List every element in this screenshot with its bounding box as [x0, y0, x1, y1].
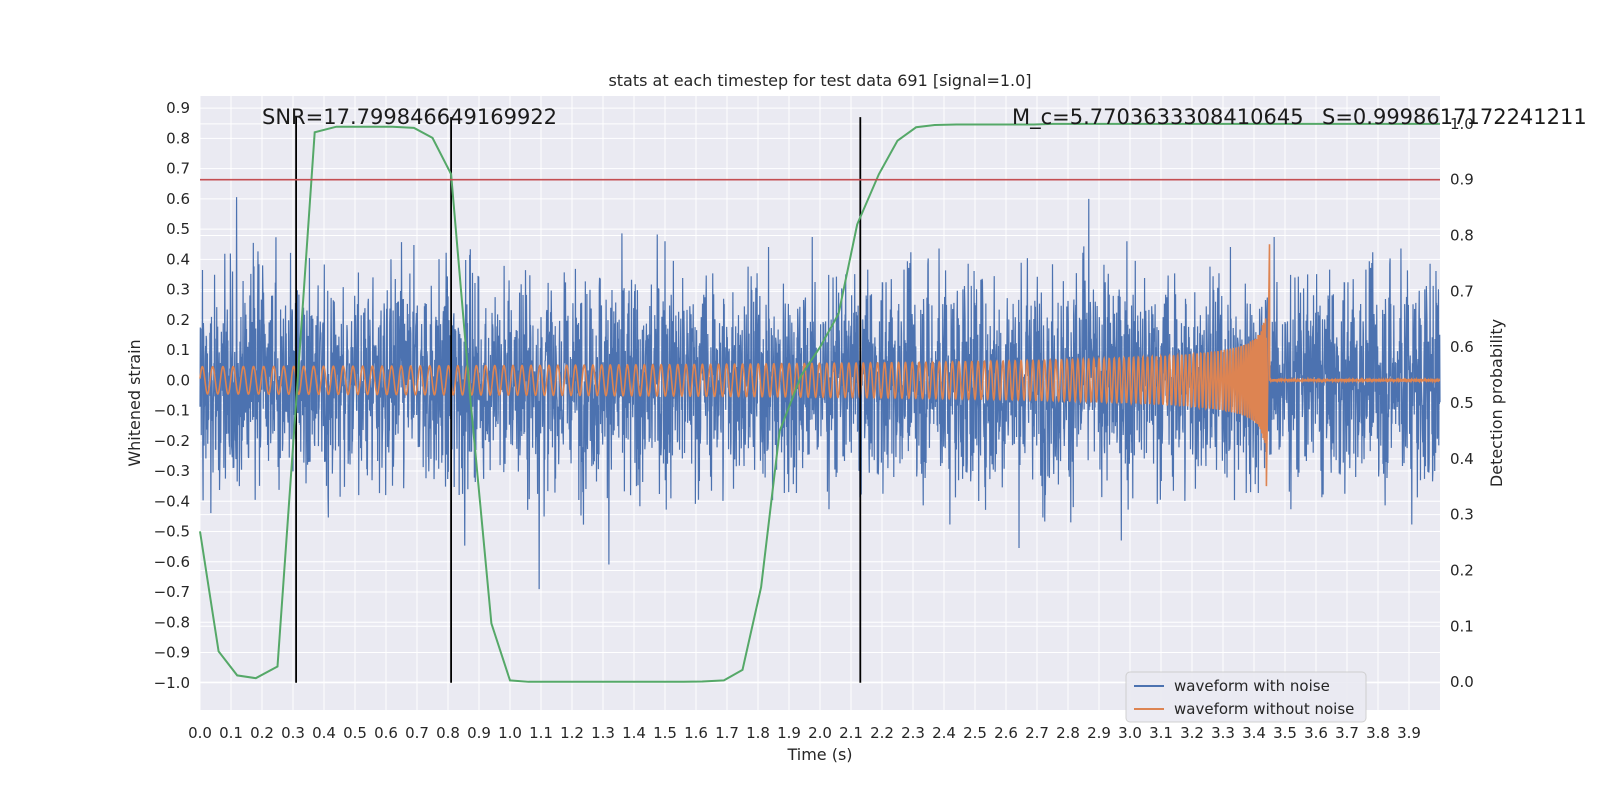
- y2-tick-label: 0.6: [1450, 338, 1474, 356]
- y-tick-label: −1.0: [154, 674, 190, 692]
- y-tick-label: −0.9: [154, 644, 190, 662]
- y2-tick-label: 0.8: [1450, 227, 1474, 245]
- detection-probability-line: [199, 122, 1440, 683]
- x-tick-label: 1.6: [684, 724, 708, 742]
- x-tick-label: 0.1: [219, 724, 243, 742]
- chirp-mass-annotation: M_c=5.7703633308410645: [1012, 105, 1304, 130]
- y-tick-label: 0.0: [166, 371, 190, 389]
- y-tick-label: 0.5: [166, 220, 190, 238]
- y2-tick-label: 0.1: [1450, 617, 1474, 635]
- y-tick-label: 0.6: [166, 190, 190, 208]
- x-tick-label: 2.7: [1025, 724, 1049, 742]
- y2-tick-label: 0.2: [1450, 561, 1474, 579]
- y-tick-label: 0.9: [166, 99, 190, 117]
- noisy-waveform-line: [199, 197, 1441, 590]
- y2-tick-label: 0.0: [1450, 673, 1474, 691]
- y2-tick-label: 0.7: [1450, 282, 1474, 300]
- x-tick-label: 3.2: [1180, 724, 1204, 742]
- x-tick-label: 0.8: [436, 724, 460, 742]
- x-tick-label: 1.0: [498, 724, 522, 742]
- x-axis-label: Time (s): [786, 745, 852, 764]
- s-annotation: S=0.9998617172241211: [1322, 105, 1587, 129]
- x-tick-label: 0.4: [312, 724, 336, 742]
- y-tick-label: −0.6: [154, 553, 190, 571]
- y2-tick-label: 0.5: [1450, 394, 1474, 412]
- y2-tick-label: 0.3: [1450, 506, 1474, 524]
- x-tick-label: 1.4: [622, 724, 646, 742]
- snr-annotation: SNR=17.799846649169922: [262, 105, 557, 129]
- series-detection-probability: [199, 122, 1440, 683]
- y-tick-label: 0.1: [166, 341, 190, 359]
- x-tick-label: 0.3: [281, 724, 305, 742]
- y2-tick-label: 0.9: [1450, 171, 1474, 189]
- y-tick-label: −0.4: [154, 492, 190, 510]
- x-tick-label: 3.8: [1366, 724, 1390, 742]
- x-tick-label: 0.5: [343, 724, 367, 742]
- y2-tick-label: 1.0: [1450, 115, 1474, 133]
- y-tick-label: 0.4: [166, 250, 190, 268]
- x-tick-label: 3.3: [1211, 724, 1235, 742]
- y2-tick-label: 0.4: [1450, 450, 1474, 468]
- x-tick-label: 2.4: [932, 724, 956, 742]
- legend: waveform with noise waveform without noi…: [1125, 671, 1367, 723]
- x-tick-label: 1.1: [529, 724, 553, 742]
- legend-label-clean: waveform without noise: [1174, 700, 1354, 718]
- x-tick-label: 2.0: [808, 724, 832, 742]
- x-tick-label: 2.3: [901, 724, 925, 742]
- x-tick-label: 1.2: [560, 724, 584, 742]
- legend-label-noise: waveform with noise: [1174, 677, 1330, 695]
- y-tick-label: 0.2: [166, 311, 190, 329]
- y-tick-label: −0.2: [154, 432, 190, 450]
- x-tick-label: 2.2: [870, 724, 894, 742]
- y-axis-label: Whitened strain: [125, 339, 144, 466]
- x-tick-label: 1.3: [591, 724, 615, 742]
- x-tick-label: 3.9: [1397, 724, 1421, 742]
- x-tick-label: 1.5: [653, 724, 677, 742]
- y-tick-labels: 0.9 0.8 0.7 0.6 0.5 0.4 0.3 0.2 0.1 0.0 −0.1 −0.2 −0…: [154, 99, 190, 692]
- clean-waveform-line: [199, 244, 1441, 487]
- y-tick-label: −0.7: [154, 583, 190, 601]
- x-tick-label: 3.7: [1335, 724, 1359, 742]
- x-tick-label: 0.9: [467, 724, 491, 742]
- x-tick-label: 2.1: [839, 724, 863, 742]
- x-tick-label: 3.6: [1304, 724, 1328, 742]
- x-tick-labels: 0.0 0.1 0.2 0.3 0.4 0.5 0.6 0.7 0.8 0.9 1.0 1.1 1.2 1…: [188, 724, 1421, 742]
- x-tick-label: 0.2: [250, 724, 274, 742]
- x-tick-label: 1.7: [715, 724, 739, 742]
- x-tick-label: 3.0: [1118, 724, 1142, 742]
- y-tick-label: −0.3: [154, 462, 190, 480]
- series-waveform-without-noise: [199, 244, 1441, 487]
- x-tick-label: 1.9: [777, 724, 801, 742]
- x-tick-label: 0.7: [405, 724, 429, 742]
- y-tick-label: −0.5: [154, 523, 190, 541]
- y-tick-label: 0.7: [166, 160, 190, 178]
- x-tick-label: 3.5: [1273, 724, 1297, 742]
- x-tick-label: 2.8: [1056, 724, 1080, 742]
- y2-tick-labels: 1.0 0.9 0.8 0.7 0.6 0.5 0.4 0.3 0.2 0.1 0.0: [1450, 115, 1474, 691]
- x-tick-label: 3.4: [1242, 724, 1266, 742]
- x-tick-label: 1.8: [746, 724, 770, 742]
- x-tick-label: 2.6: [994, 724, 1018, 742]
- x-tick-label: 0.0: [188, 724, 212, 742]
- x-tick-label: 0.6: [374, 724, 398, 742]
- series-waveform-with-noise: [199, 197, 1441, 590]
- y-tick-label: 0.8: [166, 129, 190, 147]
- x-tick-label: 3.1: [1149, 724, 1173, 742]
- x-tick-label: 2.9: [1087, 724, 1111, 742]
- x-tick-label: 2.5: [963, 724, 987, 742]
- y2-axis-label: Detection probability: [1487, 319, 1506, 487]
- y-tick-label: −0.1: [154, 402, 190, 420]
- chart-title: stats at each timestep for test data 691…: [608, 71, 1031, 90]
- y-tick-label: 0.3: [166, 281, 190, 299]
- legend-frame: [1125, 671, 1367, 723]
- y-tick-label: −0.8: [154, 613, 190, 631]
